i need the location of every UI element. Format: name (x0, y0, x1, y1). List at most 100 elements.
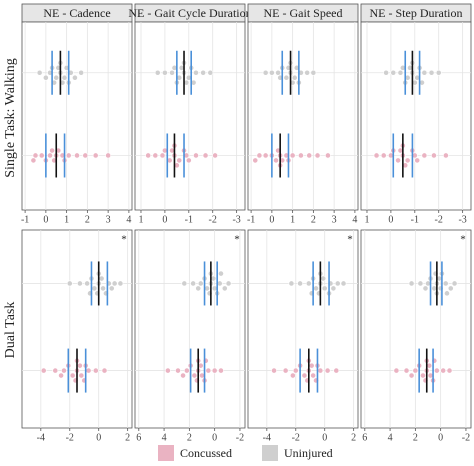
x-tick-label: -3 (232, 214, 240, 225)
panel (134, 229, 246, 429)
point (395, 157, 401, 164)
point (397, 69, 404, 76)
point (268, 69, 275, 76)
point (273, 157, 279, 164)
panel-title: NE - Gait Speed (264, 6, 343, 20)
point (225, 280, 232, 287)
point (428, 69, 435, 76)
point (325, 152, 331, 159)
point (183, 367, 190, 374)
point (105, 152, 112, 159)
point (84, 280, 91, 287)
point (145, 152, 152, 159)
point (442, 152, 449, 159)
point (175, 367, 181, 374)
point (200, 69, 207, 76)
x-tick-label: -4 (37, 432, 45, 443)
point (190, 280, 197, 287)
x-tick-label: 4 (162, 432, 167, 443)
point (193, 152, 199, 159)
x-tick-label: 2 (351, 432, 356, 443)
point (61, 367, 67, 374)
point (221, 285, 228, 292)
point (108, 285, 115, 292)
legend-label: Concussed (180, 446, 232, 460)
point (52, 367, 59, 374)
x-tick-label: 4 (352, 214, 357, 225)
point (301, 372, 308, 379)
point (218, 367, 224, 374)
point (451, 280, 458, 287)
point (403, 367, 410, 374)
point (289, 372, 296, 379)
point (304, 69, 311, 76)
x-tick-label: 0 (438, 432, 443, 443)
x-tick-label: 2 (413, 432, 418, 443)
point (297, 280, 304, 287)
point (252, 157, 259, 164)
point (292, 367, 299, 374)
point (442, 280, 449, 287)
point (310, 69, 317, 76)
x-tick-label: 0 (43, 214, 48, 225)
x-tick-label: 1 (290, 214, 295, 225)
point (390, 69, 397, 76)
point (433, 367, 440, 374)
point (193, 69, 199, 76)
point (154, 69, 161, 76)
point (321, 285, 328, 292)
row-label: Dual Task (3, 302, 18, 359)
point (92, 367, 99, 374)
point (74, 152, 80, 159)
point (91, 285, 98, 292)
point (271, 367, 277, 374)
point (76, 362, 83, 369)
x-tick-label: 6 (362, 432, 367, 443)
point (152, 152, 159, 159)
point (289, 152, 296, 159)
point (262, 69, 269, 76)
point (72, 74, 78, 81)
x-tick-label: 6 (136, 432, 141, 443)
point (82, 152, 89, 159)
point (317, 367, 324, 374)
point (65, 152, 72, 159)
point (111, 280, 118, 287)
point (205, 367, 212, 374)
x-tick-label: -2 (66, 432, 74, 443)
point (417, 280, 424, 287)
x-tick-label: -1 (411, 214, 419, 225)
point (324, 367, 331, 374)
point (421, 152, 428, 159)
point (313, 285, 319, 292)
point (195, 285, 202, 292)
point (30, 157, 37, 164)
point (414, 157, 421, 164)
x-tick-label: 1 (364, 214, 369, 225)
x-tick-label: -2 (462, 432, 470, 443)
x-tick-label: -2 (209, 214, 217, 225)
panel (21, 229, 133, 429)
x-tick-label: -2 (292, 432, 300, 443)
point (440, 367, 447, 374)
point (101, 367, 108, 374)
point (36, 69, 43, 76)
point (180, 372, 186, 379)
point (38, 152, 45, 159)
annotation: * (347, 234, 353, 246)
point (159, 152, 166, 159)
point (393, 367, 400, 374)
x-tick-label: 0 (96, 432, 101, 443)
point (412, 367, 419, 374)
point (212, 152, 219, 159)
x-tick-label: -3 (458, 214, 466, 225)
point (164, 367, 171, 374)
x-tick-label: 0 (388, 214, 393, 225)
point (181, 280, 188, 287)
point (444, 290, 450, 297)
point (98, 275, 105, 282)
panel (360, 21, 472, 211)
x-tick-label: 2 (311, 214, 316, 225)
point (66, 280, 73, 287)
